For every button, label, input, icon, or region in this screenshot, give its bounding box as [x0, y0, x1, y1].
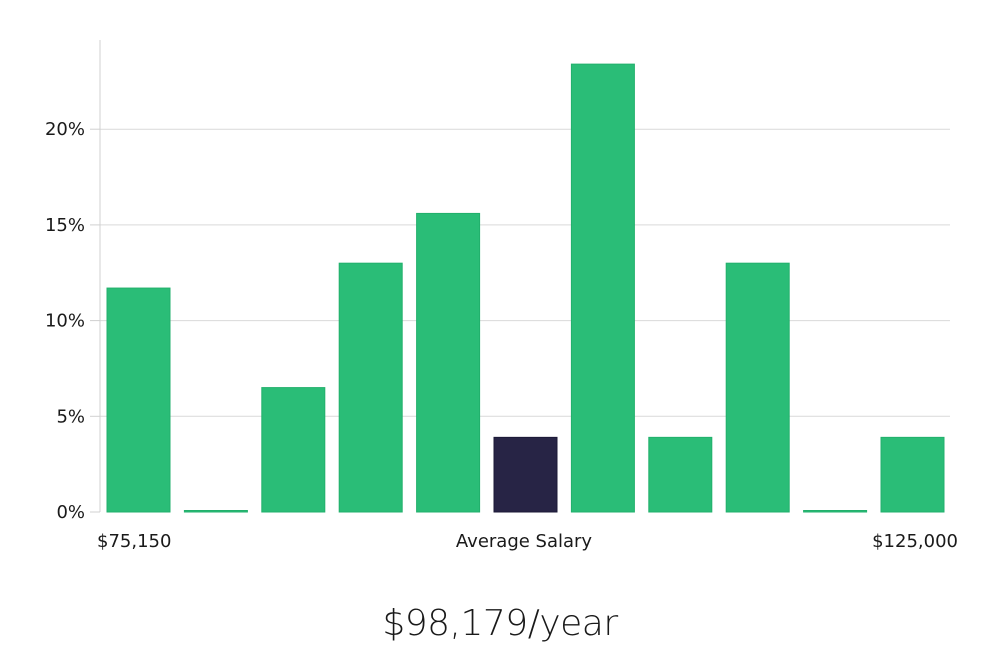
y-tick-label: 10%: [45, 311, 85, 332]
bars: [106, 63, 945, 513]
bar: [880, 436, 945, 513]
x-max-label: $125,000: [872, 531, 958, 552]
grid-lines: [100, 128, 950, 417]
y-tick-label: 15%: [45, 215, 85, 236]
y-tick-labels: 0% 5% 10% 15% 20%: [45, 119, 100, 523]
bar: [416, 212, 481, 513]
bar: [338, 262, 403, 513]
bar: [261, 387, 326, 513]
average-salary-value: $98,179/year: [382, 603, 618, 644]
y-tick-label: 20%: [45, 119, 85, 140]
bar: [648, 436, 713, 513]
bar: [803, 510, 868, 513]
x-min-label: $75,150: [97, 531, 171, 552]
bar: [183, 510, 248, 513]
x-axis-label: Average Salary: [456, 531, 593, 552]
y-tick-label: 5%: [56, 406, 85, 427]
bar: [570, 63, 635, 513]
y-tick-label: 0%: [56, 502, 85, 523]
bar: [725, 262, 790, 513]
bar-highlight: [493, 436, 558, 513]
bar: [106, 287, 171, 513]
